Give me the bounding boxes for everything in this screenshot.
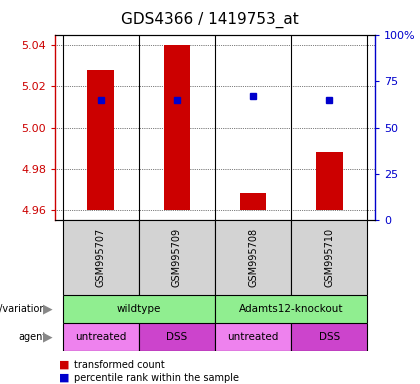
Bar [163, 45, 190, 210]
Text: ■: ■ [59, 373, 70, 383]
Bar [63, 323, 139, 351]
Bar [215, 323, 291, 351]
Text: GSM995707: GSM995707 [96, 228, 106, 287]
Text: GSM995709: GSM995709 [172, 228, 182, 287]
Text: wildtype: wildtype [117, 304, 161, 314]
Text: genotype/variation: genotype/variation [0, 304, 47, 314]
Bar [316, 152, 343, 210]
Bar [139, 323, 215, 351]
Text: ■: ■ [59, 360, 70, 370]
Text: transformed count: transformed count [74, 360, 165, 370]
Text: agent: agent [18, 332, 47, 342]
Bar [139, 220, 215, 295]
Text: percentile rank within the sample: percentile rank within the sample [74, 373, 239, 383]
Text: DSS: DSS [166, 332, 187, 342]
Bar [215, 220, 291, 295]
Text: GSM995710: GSM995710 [324, 228, 334, 287]
Bar [215, 295, 368, 323]
Text: ▶: ▶ [43, 331, 53, 344]
Bar [240, 193, 266, 210]
Bar [291, 220, 368, 295]
Text: untreated: untreated [75, 332, 126, 342]
Text: Adamts12-knockout: Adamts12-knockout [239, 304, 344, 314]
Bar [63, 295, 215, 323]
Bar [87, 70, 114, 210]
Text: ▶: ▶ [43, 303, 53, 316]
Text: GDS4366 / 1419753_at: GDS4366 / 1419753_at [121, 12, 299, 28]
Bar [63, 220, 139, 295]
Text: GSM995708: GSM995708 [248, 228, 258, 287]
Text: untreated: untreated [227, 332, 279, 342]
Text: DSS: DSS [319, 332, 340, 342]
Bar [291, 323, 368, 351]
